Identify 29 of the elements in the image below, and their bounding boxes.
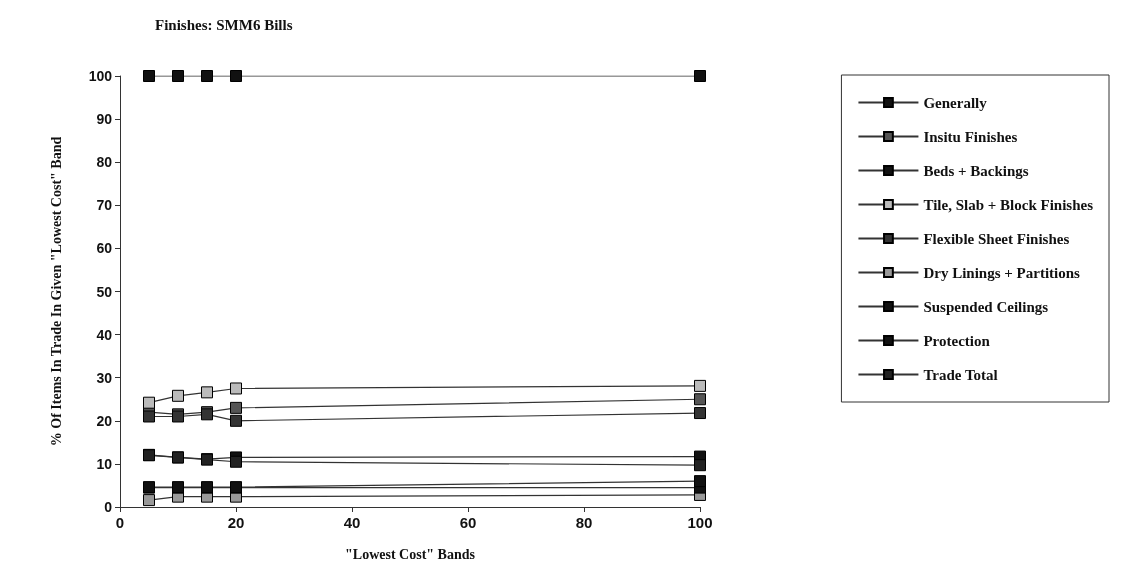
legend-label: Protection [923, 332, 991, 349]
legend-label: Trade Total [923, 366, 998, 383]
x-tick-label: 20 [227, 514, 245, 531]
legend-label: Flexible Sheet Finishes [923, 230, 1070, 247]
y-tick-label: 50 [96, 283, 113, 300]
y-tick-label: 80 [96, 154, 113, 171]
legend-label: Suspended Ceilings [923, 298, 1049, 315]
y-tick-label: 10 [96, 455, 113, 472]
y-axis-title: % Of Items In Trade In Given "Lowest Cost" Band [49, 136, 64, 447]
y-tick-label: 90 [96, 111, 113, 128]
x-tick-label: 40 [343, 514, 361, 531]
legend-label: Dry Linings + Partitions [923, 264, 1081, 281]
x-tick-label: 0 [115, 514, 125, 531]
y-tick-label: 70 [96, 197, 113, 214]
x-tick-label: 100 [687, 514, 713, 531]
y-tick-label: 40 [96, 326, 113, 343]
y-tick-label: 20 [96, 412, 113, 429]
y-tick-label: 30 [96, 369, 113, 386]
legend-label: Beds + Backings [923, 162, 1029, 179]
x-tick-label: 80 [575, 514, 593, 531]
x-tick-label: 60 [459, 514, 477, 531]
chart-title: Finishes: SMM6 Bills [155, 16, 293, 33]
y-tick-label: 0 [104, 499, 113, 515]
x-axis-title: "Lowest Cost" Bands [345, 546, 476, 562]
legend-label: Insitu Finishes [923, 128, 1018, 145]
legend-label: Generally [923, 94, 988, 111]
y-tick-label: 60 [96, 240, 113, 257]
legend-label: Tile, Slab + Block Finishes [923, 196, 1094, 213]
y-tick-label: 100 [88, 68, 113, 84]
